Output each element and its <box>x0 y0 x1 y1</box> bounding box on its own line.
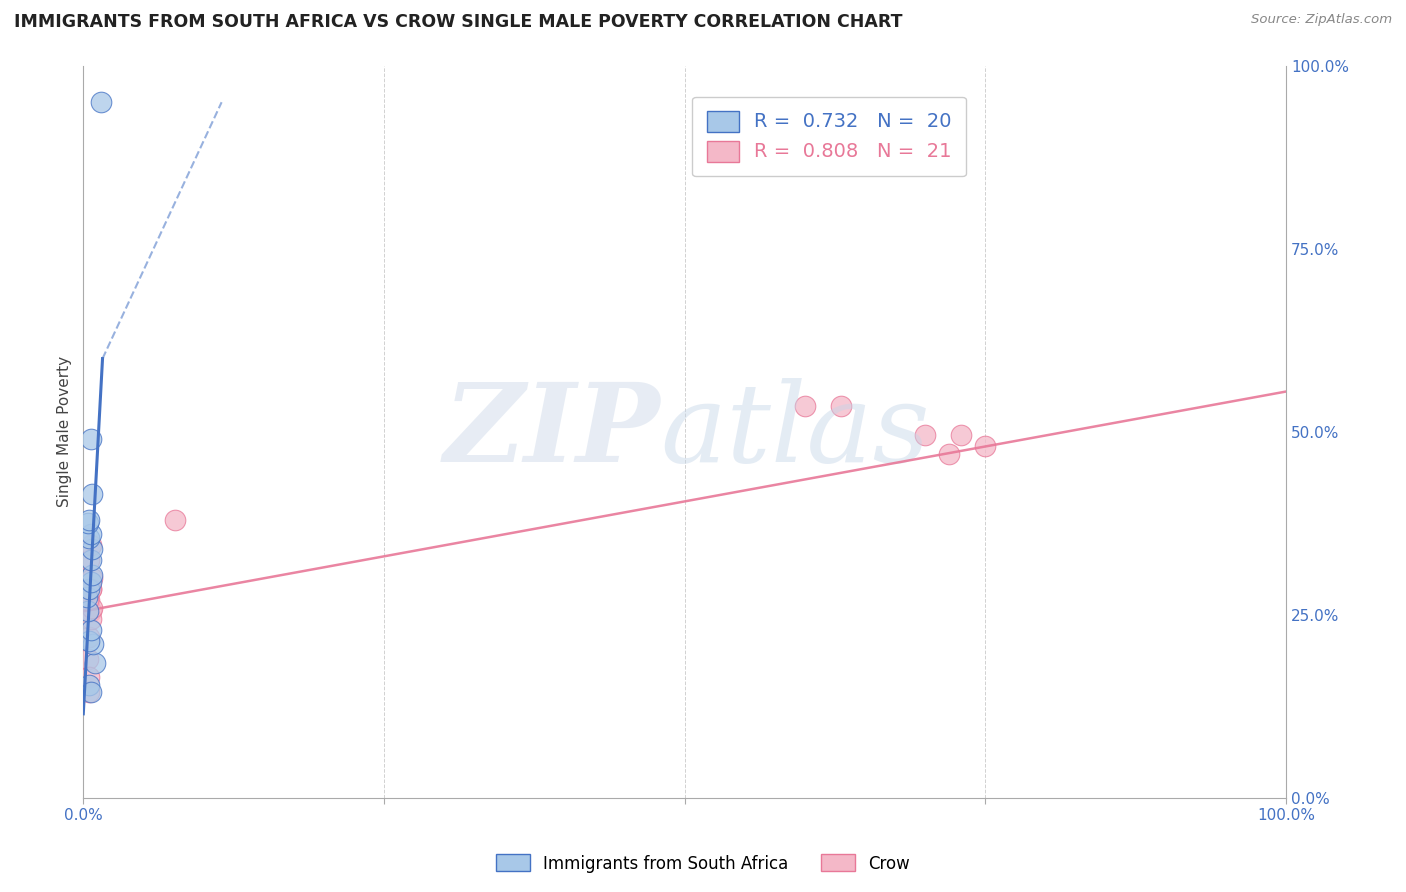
Point <box>79 538 101 552</box>
Point <box>79 531 101 545</box>
Point <box>80 567 103 582</box>
Point <box>79 604 101 618</box>
Point <box>79 582 101 597</box>
Point <box>77 593 100 607</box>
Point <box>79 685 101 699</box>
Legend: Immigrants from South Africa, Crow: Immigrants from South Africa, Crow <box>489 847 917 880</box>
Point <box>79 432 101 446</box>
Text: IMMIGRANTS FROM SOUTH AFRICA VS CROW SINGLE MALE POVERTY CORRELATION CHART: IMMIGRANTS FROM SOUTH AFRICA VS CROW SIN… <box>14 13 903 31</box>
Point <box>79 553 101 567</box>
Point <box>79 677 101 691</box>
Legend: R =  0.732   N =  20, R =  0.808   N =  21: R = 0.732 N = 20, R = 0.808 N = 21 <box>692 96 966 177</box>
Point <box>79 685 101 699</box>
Point <box>79 630 101 644</box>
Point <box>974 440 997 454</box>
Point <box>76 590 98 604</box>
Point <box>79 527 101 541</box>
Point <box>79 513 101 527</box>
Point <box>914 428 936 442</box>
Text: atlas: atlas <box>661 378 931 485</box>
Point <box>77 516 100 531</box>
Point <box>79 670 101 684</box>
Point <box>77 604 100 618</box>
Point <box>79 574 101 589</box>
Point <box>79 582 101 597</box>
Point <box>163 513 186 527</box>
Point <box>80 541 103 556</box>
Text: Source: ZipAtlas.com: Source: ZipAtlas.com <box>1251 13 1392 27</box>
Point <box>950 428 973 442</box>
Point <box>84 656 107 670</box>
Point <box>80 487 103 501</box>
Text: ZIP: ZIP <box>444 378 661 485</box>
Point <box>79 553 101 567</box>
Y-axis label: Single Male Poverty: Single Male Poverty <box>58 356 72 508</box>
Point <box>79 633 101 648</box>
Point <box>80 571 103 585</box>
Point <box>79 623 101 637</box>
Point <box>79 612 101 626</box>
Point <box>79 593 101 607</box>
Point <box>80 600 103 615</box>
Point <box>938 447 960 461</box>
Point <box>90 95 112 110</box>
Point <box>830 399 852 413</box>
Point <box>793 399 815 413</box>
Point <box>79 582 101 597</box>
Point <box>77 652 100 666</box>
Point <box>82 637 104 651</box>
